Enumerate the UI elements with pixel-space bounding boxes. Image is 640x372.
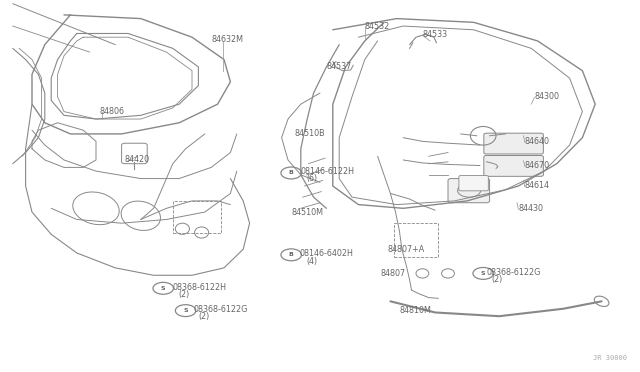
FancyBboxPatch shape bbox=[484, 155, 543, 176]
Text: S: S bbox=[161, 286, 166, 291]
Text: 08368-6122G: 08368-6122G bbox=[486, 268, 541, 277]
Text: 84533: 84533 bbox=[422, 30, 447, 39]
Text: 84807: 84807 bbox=[381, 269, 406, 278]
Text: 84532: 84532 bbox=[365, 22, 390, 31]
Text: (2): (2) bbox=[178, 290, 189, 299]
FancyBboxPatch shape bbox=[448, 179, 490, 203]
Text: 84537: 84537 bbox=[326, 62, 351, 71]
Text: 08146-6402H: 08146-6402H bbox=[300, 249, 353, 258]
Text: 08368-6122G: 08368-6122G bbox=[193, 305, 248, 314]
FancyBboxPatch shape bbox=[459, 176, 488, 191]
Text: 08368-6122H: 08368-6122H bbox=[173, 283, 227, 292]
Text: 84807+A: 84807+A bbox=[387, 245, 424, 254]
Text: 84670: 84670 bbox=[525, 161, 550, 170]
Text: B: B bbox=[289, 170, 294, 176]
Bar bbox=[394, 223, 438, 257]
Text: 84806: 84806 bbox=[99, 107, 124, 116]
Text: 84632M: 84632M bbox=[211, 35, 243, 44]
Text: (2): (2) bbox=[198, 312, 210, 321]
Text: (6): (6) bbox=[306, 174, 317, 183]
Text: 84430: 84430 bbox=[518, 204, 543, 213]
Text: S: S bbox=[183, 308, 188, 313]
Text: 84614: 84614 bbox=[525, 182, 550, 190]
FancyBboxPatch shape bbox=[484, 133, 543, 154]
Text: JR 30000: JR 30000 bbox=[593, 355, 627, 361]
Text: 84510B: 84510B bbox=[294, 129, 325, 138]
Text: (4): (4) bbox=[306, 257, 317, 266]
Bar bbox=[173, 201, 221, 232]
Text: 84810M: 84810M bbox=[400, 306, 432, 315]
Text: 84300: 84300 bbox=[534, 92, 559, 101]
Text: B: B bbox=[289, 252, 294, 257]
Text: 84420: 84420 bbox=[125, 155, 150, 164]
Text: 84510M: 84510M bbox=[291, 208, 323, 217]
Text: (2): (2) bbox=[492, 275, 503, 284]
Text: 84640: 84640 bbox=[525, 137, 550, 146]
Text: 08146-6122H: 08146-6122H bbox=[301, 167, 355, 176]
Text: S: S bbox=[481, 271, 486, 276]
